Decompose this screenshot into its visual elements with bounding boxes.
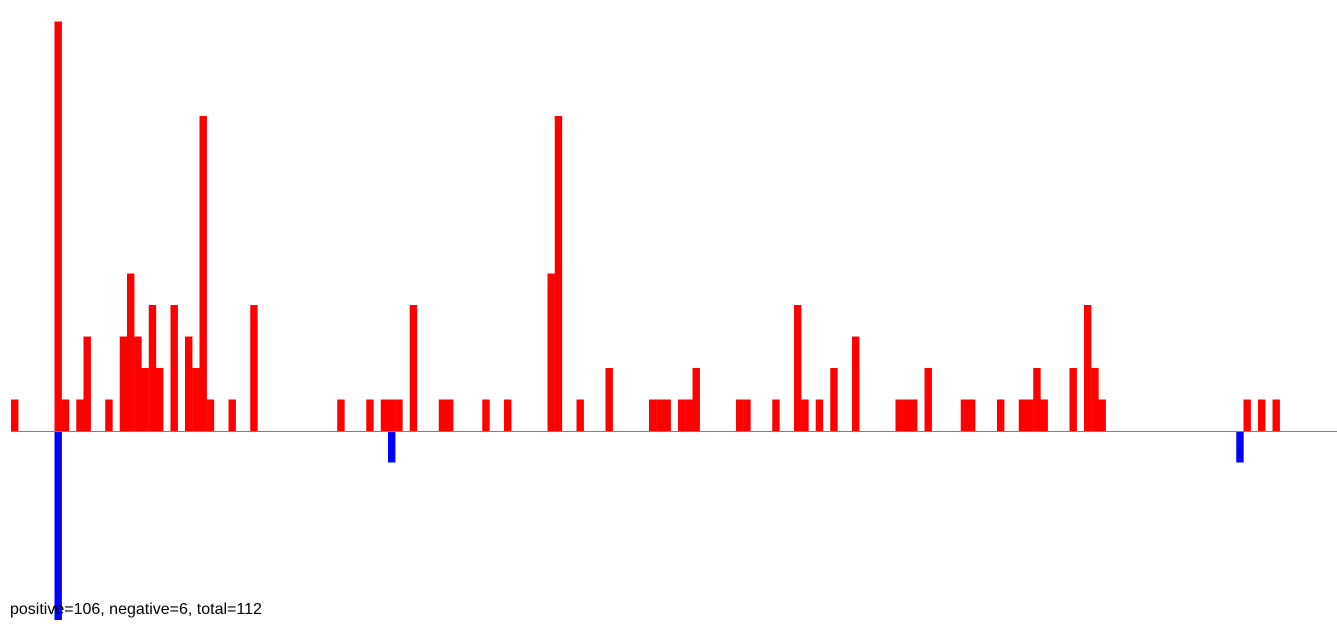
positive-bar <box>127 273 135 431</box>
positive-bar <box>76 399 84 431</box>
positive-bar <box>250 305 258 431</box>
positive-bar <box>902 399 911 431</box>
positive-bar <box>678 399 686 431</box>
positive-bar <box>968 399 976 431</box>
positive-bar <box>794 305 802 431</box>
positive-bar <box>801 399 809 431</box>
positive-bar <box>743 399 751 431</box>
positive-bar <box>1098 399 1106 431</box>
positive-bar <box>409 305 418 431</box>
positive-bar <box>119 336 128 431</box>
positive-bar <box>199 116 207 431</box>
positive-bar <box>1243 399 1251 431</box>
positive-bar <box>960 399 969 431</box>
positive-bar <box>554 116 563 431</box>
positive-bar <box>54 21 62 431</box>
positive-bar <box>924 368 932 431</box>
positive-bar <box>206 399 215 431</box>
positive-bar <box>446 399 454 431</box>
positive-bar <box>105 399 113 431</box>
positive-bar <box>1018 399 1027 431</box>
positive-bar <box>185 336 193 431</box>
positive-bar <box>170 305 178 431</box>
positive-bar <box>156 368 164 431</box>
negative-bar <box>1236 431 1244 463</box>
positive-bar <box>83 336 91 431</box>
bars-layer <box>11 21 1280 620</box>
positive-bar <box>895 399 903 431</box>
positive-bar <box>1026 399 1034 431</box>
positive-bar <box>380 399 389 431</box>
positive-bar <box>337 399 345 431</box>
positive-bar <box>61 399 70 431</box>
positive-bar <box>685 399 693 431</box>
positive-bar <box>366 399 374 431</box>
positive-bar <box>228 399 236 431</box>
positive-bar <box>1040 399 1048 431</box>
negative-bar <box>388 431 396 463</box>
positive-bar <box>148 305 157 431</box>
positive-bar <box>134 336 142 431</box>
positive-bar <box>772 399 780 431</box>
positive-bar <box>1272 399 1280 431</box>
negative-bar <box>54 431 62 620</box>
positive-bar <box>395 399 403 431</box>
positive-bar <box>815 399 824 431</box>
positive-bar <box>997 399 1005 431</box>
positive-bar <box>482 399 490 431</box>
summary-text: positive=106, negative=6, total=112 <box>10 601 262 618</box>
positive-bar <box>192 368 200 431</box>
positive-bar <box>910 399 918 431</box>
positive-bar <box>504 399 512 431</box>
positive-bar <box>1084 305 1092 431</box>
positive-bar <box>830 368 838 431</box>
positive-bar <box>663 399 671 431</box>
positive-bar <box>736 399 744 431</box>
positive-bar <box>852 336 860 431</box>
positive-bar <box>605 368 613 431</box>
positive-bar <box>547 273 555 431</box>
positive-bar <box>576 399 584 431</box>
positive-bar <box>1258 399 1266 431</box>
positive-bar <box>388 399 396 431</box>
positive-bar <box>1033 368 1041 431</box>
positive-bar <box>141 368 149 431</box>
positive-bar <box>438 399 447 431</box>
positive-bar <box>649 399 657 431</box>
positive-bar <box>656 399 664 431</box>
positive-bar <box>11 399 19 431</box>
positive-bar <box>692 368 700 431</box>
positive-bar <box>1091 368 1099 431</box>
positive-bar <box>1069 368 1077 431</box>
